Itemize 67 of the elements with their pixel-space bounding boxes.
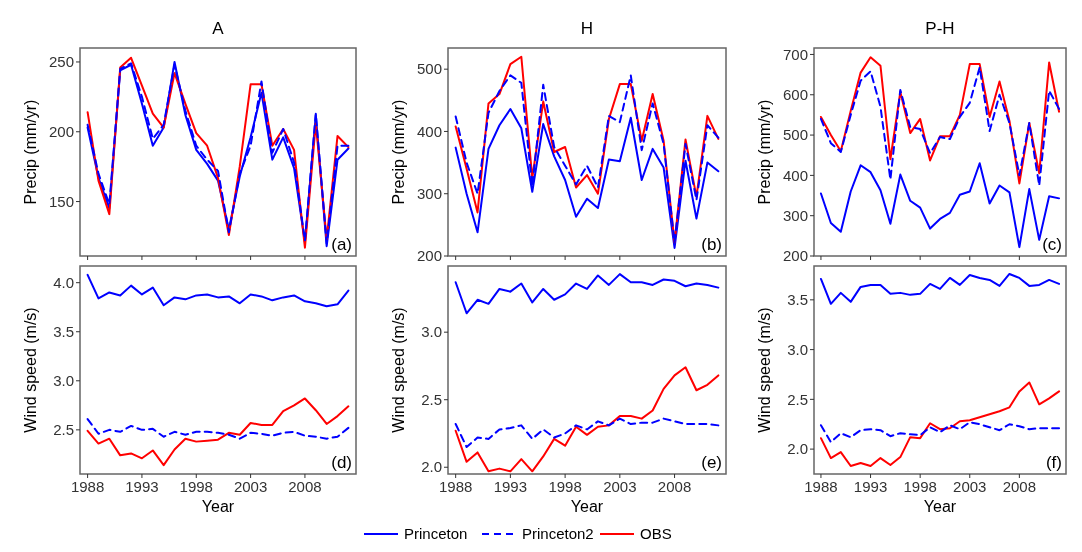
x-axis-title: Year <box>923 498 957 515</box>
x-tick-label: 1988 <box>804 478 838 495</box>
chart-title: P-H <box>925 19 955 38</box>
y-tick-label: 3.5 <box>787 291 808 309</box>
legend-label: Princeton2 <box>522 525 594 543</box>
y-axis-title: Precip (mm/yr) <box>756 99 773 205</box>
y-tick-label: 3.5 <box>53 322 74 340</box>
y-tick-label: 2.0 <box>787 440 808 458</box>
x-axis-title: Year <box>570 498 604 515</box>
legend-label: OBS <box>640 525 672 543</box>
y-tick-label: 300 <box>782 206 808 224</box>
x-tick-label: 1998 <box>548 478 582 495</box>
chart-title: H <box>580 19 594 38</box>
annotation: (d) <box>331 453 352 472</box>
y-axis-title: Wind speed (m/s) <box>390 307 407 433</box>
annotation: (f) <box>1045 453 1062 472</box>
y-tick-label: 2.5 <box>787 390 808 408</box>
y-tick-label: 700 <box>782 45 808 63</box>
x-tick-label: 1993 <box>125 478 159 495</box>
line-series <box>86 418 350 440</box>
x-tick-label: 1988 <box>70 478 105 495</box>
y-tick-label: 4.0 <box>53 273 74 291</box>
y-tick-label: 3.0 <box>421 323 442 341</box>
y-axis-title: Wind speed (m/s) <box>22 307 39 433</box>
x-tick-label: 2003 <box>953 478 987 495</box>
line-series <box>86 273 350 308</box>
chart-title: A <box>212 19 225 38</box>
y-tick-label: 200 <box>782 247 808 265</box>
y-tick-label: 400 <box>782 166 808 184</box>
y-tick-label: 300 <box>416 184 442 202</box>
line-series <box>454 417 720 448</box>
y-tick-label: 3.0 <box>787 340 808 358</box>
annotation: (c) <box>1042 235 1062 254</box>
y-tick-label: 250 <box>48 53 74 71</box>
x-tick-label: 1993 <box>493 478 528 495</box>
y-tick-label: 200 <box>48 123 74 141</box>
x-tick-label: 1998 <box>903 478 937 495</box>
y-tick-label: 3.0 <box>53 372 74 390</box>
y-tick-label: 150 <box>48 192 74 210</box>
line-series <box>819 272 1061 305</box>
y-tick-label: 2.5 <box>421 390 442 408</box>
legend-label: Princeton <box>404 525 468 543</box>
x-tick-label: 1993 <box>853 478 888 495</box>
y-tick-label: 200 <box>416 247 442 265</box>
annotation: (e) <box>701 453 722 472</box>
x-tick-label: 2008 <box>1002 478 1037 495</box>
annotation: (b) <box>701 235 722 254</box>
y-axis-title: Wind speed (m/s) <box>756 307 773 433</box>
y-tick-label: 2.0 <box>421 458 442 476</box>
annotation: (a) <box>331 235 352 254</box>
x-tick-label: 2008 <box>657 478 692 495</box>
x-axis-title: Year <box>201 498 235 515</box>
y-axis-title: Precip (mm/yr) <box>22 99 39 205</box>
x-tick-label: 2003 <box>233 478 268 495</box>
y-tick-label: 500 <box>416 60 442 78</box>
x-tick-label: 1998 <box>179 478 213 495</box>
x-tick-label: 2003 <box>603 478 637 495</box>
line-series <box>454 273 720 315</box>
line-series <box>454 366 720 473</box>
x-tick-label: 2008 <box>288 478 322 495</box>
y-tick-label: 400 <box>416 122 442 140</box>
y-axis-title: Precip (mm/yr) <box>390 99 407 205</box>
y-tick-label: 2.5 <box>53 421 74 439</box>
y-tick-label: 600 <box>782 86 808 104</box>
y-tick-label: 500 <box>782 126 808 144</box>
line-series <box>819 421 1061 444</box>
x-tick-label: 1988 <box>438 478 473 495</box>
